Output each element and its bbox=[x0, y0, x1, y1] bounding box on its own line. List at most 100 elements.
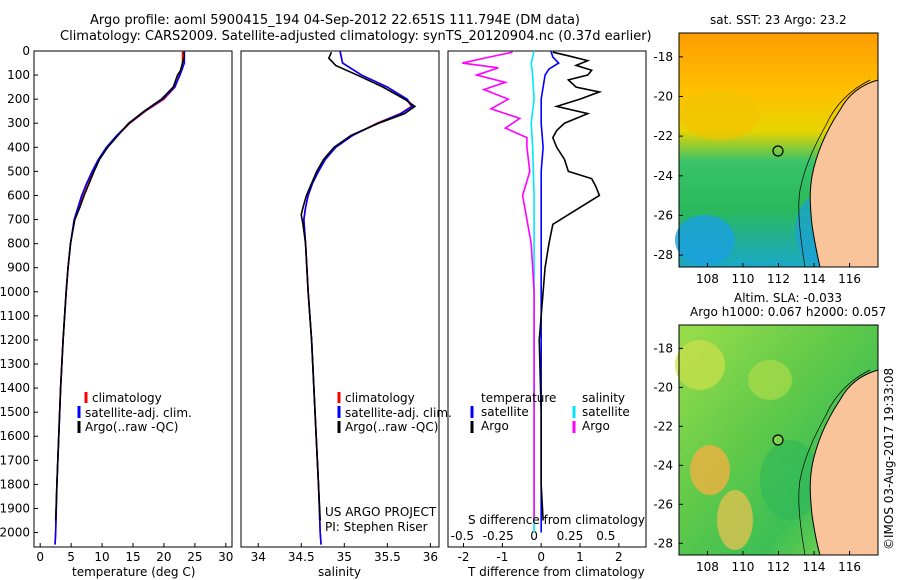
x-tick-top-label: 0 bbox=[530, 529, 538, 543]
lon-tick-label: 110 bbox=[732, 272, 755, 286]
depth-tick-label: 400 bbox=[7, 140, 30, 154]
sst-map-title: sat. SST: 23 Argo: 23.2 bbox=[710, 13, 847, 27]
lat-tick-label: -20 bbox=[653, 89, 673, 103]
series-climatology bbox=[54, 51, 184, 545]
x-tick-label: 20 bbox=[156, 550, 171, 564]
legend-s-argo: Argo bbox=[582, 419, 610, 433]
sla-map-title-2: Argo h1000: 0.067 h2000: 0.057 bbox=[690, 305, 886, 319]
difference-panel-frame bbox=[447, 50, 647, 548]
legend-t-satellite: satellite bbox=[481, 405, 529, 419]
series-argo bbox=[300, 51, 417, 521]
lon-tick-label: 112 bbox=[767, 560, 790, 574]
annotation-project: US ARGO PROJECT bbox=[325, 505, 437, 519]
x-tick-label: 1 bbox=[576, 550, 584, 564]
depth-tick-label: 300 bbox=[7, 116, 30, 130]
sla-map-title-1: Altim. SLA: -0.033 bbox=[734, 291, 842, 305]
land-mass bbox=[809, 79, 879, 268]
lat-tick-label: -20 bbox=[653, 380, 673, 394]
difference-xlabel-top: S difference from climatology bbox=[468, 513, 645, 527]
series-satellite-adj-clim- bbox=[54, 51, 186, 545]
title-line-1: Argo profile: aoml 5900415_194 04-Sep-20… bbox=[90, 13, 580, 28]
x-tick-top-label: 0.25 bbox=[557, 529, 584, 543]
x-tick-label: 15 bbox=[125, 550, 140, 564]
salinity-legend: climatology satellite-adj. clim. Argo(..… bbox=[325, 391, 452, 534]
x-tick-label: -2 bbox=[458, 550, 470, 564]
temperature-xlabel: temperature (deg C) bbox=[72, 565, 195, 579]
depth-tick-label: 900 bbox=[7, 261, 30, 275]
lon-tick-label: 116 bbox=[838, 272, 861, 286]
x-tick-label: 5 bbox=[67, 550, 75, 564]
legend-satellite: satellite-adj. clim. bbox=[345, 406, 452, 420]
depth-tick-label: 1800 bbox=[0, 477, 30, 491]
lat-tick-label: -22 bbox=[653, 129, 673, 143]
lon-tick-label: 108 bbox=[696, 560, 719, 574]
legend-climatology: climatology bbox=[92, 391, 162, 405]
x-tick-label: 34 bbox=[251, 550, 266, 564]
x-tick-label: 0 bbox=[537, 550, 545, 564]
x-tick-label: -1 bbox=[496, 550, 508, 564]
x-tick-top-label: 0.5 bbox=[596, 529, 615, 543]
lat-tick-label: -24 bbox=[653, 169, 673, 183]
lat-tick-label: -18 bbox=[653, 341, 673, 355]
lon-tick-label: 112 bbox=[767, 272, 790, 286]
lat-tick-label: -24 bbox=[653, 458, 673, 472]
difference-legend: temperature satellite Argo salinity sate… bbox=[470, 391, 630, 433]
title-line-2: Climatology: CARS2009. Satellite-adjuste… bbox=[60, 29, 652, 44]
x-tick-label: 30 bbox=[218, 550, 233, 564]
legend-climatology: climatology bbox=[345, 391, 415, 405]
imos-footer: ©IMOS 03-Aug-2017 19:33:08 bbox=[882, 368, 896, 550]
depth-tick-label: 0 bbox=[22, 44, 30, 58]
x-tick-label: 36 bbox=[423, 550, 438, 564]
sst-map bbox=[675, 32, 879, 268]
depth-tick-label: 700 bbox=[7, 213, 30, 227]
depth-tick-label: 1500 bbox=[0, 405, 30, 419]
x-tick-label: 2 bbox=[615, 550, 623, 564]
x-tick-label: 25 bbox=[187, 550, 202, 564]
depth-tick-label: 1000 bbox=[0, 285, 30, 299]
series-s-argo bbox=[462, 51, 535, 521]
depth-tick-label: 200 bbox=[7, 92, 30, 106]
series-satellite-adj-clim- bbox=[303, 50, 414, 545]
depth-tick-label: 100 bbox=[7, 68, 30, 82]
series-climatology bbox=[303, 50, 413, 545]
x-tick-label: 10 bbox=[94, 550, 109, 564]
series-argo bbox=[54, 52, 186, 521]
lat-tick-label: -22 bbox=[653, 419, 673, 433]
depth-tick-label: 1100 bbox=[0, 309, 30, 323]
argo-location-marker bbox=[772, 145, 784, 157]
sla-map bbox=[675, 324, 879, 556]
lon-tick-label: 114 bbox=[803, 560, 826, 574]
depth-tick-label: 500 bbox=[7, 164, 30, 178]
lon-tick-label: 110 bbox=[732, 560, 755, 574]
legend-argo: Argo(..raw -QC) bbox=[345, 420, 438, 434]
x-tick-label: 35.5 bbox=[374, 550, 401, 564]
depth-tick-label: 800 bbox=[7, 237, 30, 251]
depth-tick-label: 1900 bbox=[0, 501, 30, 515]
difference-xlabel: T difference from climatology bbox=[467, 565, 645, 579]
x-tick-label: 0 bbox=[36, 550, 44, 564]
temperature-legend: climatology satellite-adj. clim. Argo(..… bbox=[77, 391, 192, 434]
legend-s-satellite: satellite bbox=[582, 405, 630, 419]
legend-temperature-title: temperature bbox=[481, 391, 556, 405]
depth-tick-label: 2000 bbox=[0, 526, 30, 540]
depth-tick-label: 1200 bbox=[0, 333, 30, 347]
x-tick-top-label: -0.25 bbox=[483, 529, 514, 543]
lon-tick-label: 114 bbox=[803, 272, 826, 286]
legend-argo: Argo(..raw -QC) bbox=[85, 420, 178, 434]
x-tick-label: 35 bbox=[337, 550, 352, 564]
x-tick-top-label: -0.5 bbox=[451, 529, 474, 543]
annotation-pi: PI: Stephen Riser bbox=[325, 520, 428, 534]
series-t-satellite bbox=[540, 50, 560, 533]
depth-tick-label: 600 bbox=[7, 188, 30, 202]
depth-axis: 0 100 200 300 400 500 600 700 800 900 1000 1100 1200… bbox=[0, 44, 38, 540]
argo-location-marker bbox=[772, 434, 784, 446]
depth-tick-label: 1300 bbox=[0, 357, 30, 371]
lat-tick-label: -28 bbox=[653, 536, 673, 550]
lat-tick-label: -26 bbox=[653, 208, 673, 222]
depth-tick-label: 1600 bbox=[0, 429, 30, 443]
lat-tick-label: -26 bbox=[653, 497, 673, 511]
lon-tick-label: 108 bbox=[696, 272, 719, 286]
legend-t-argo: Argo bbox=[481, 419, 509, 433]
legend-satellite: satellite-adj. clim. bbox=[85, 406, 192, 420]
depth-tick-label: 1700 bbox=[0, 453, 30, 467]
